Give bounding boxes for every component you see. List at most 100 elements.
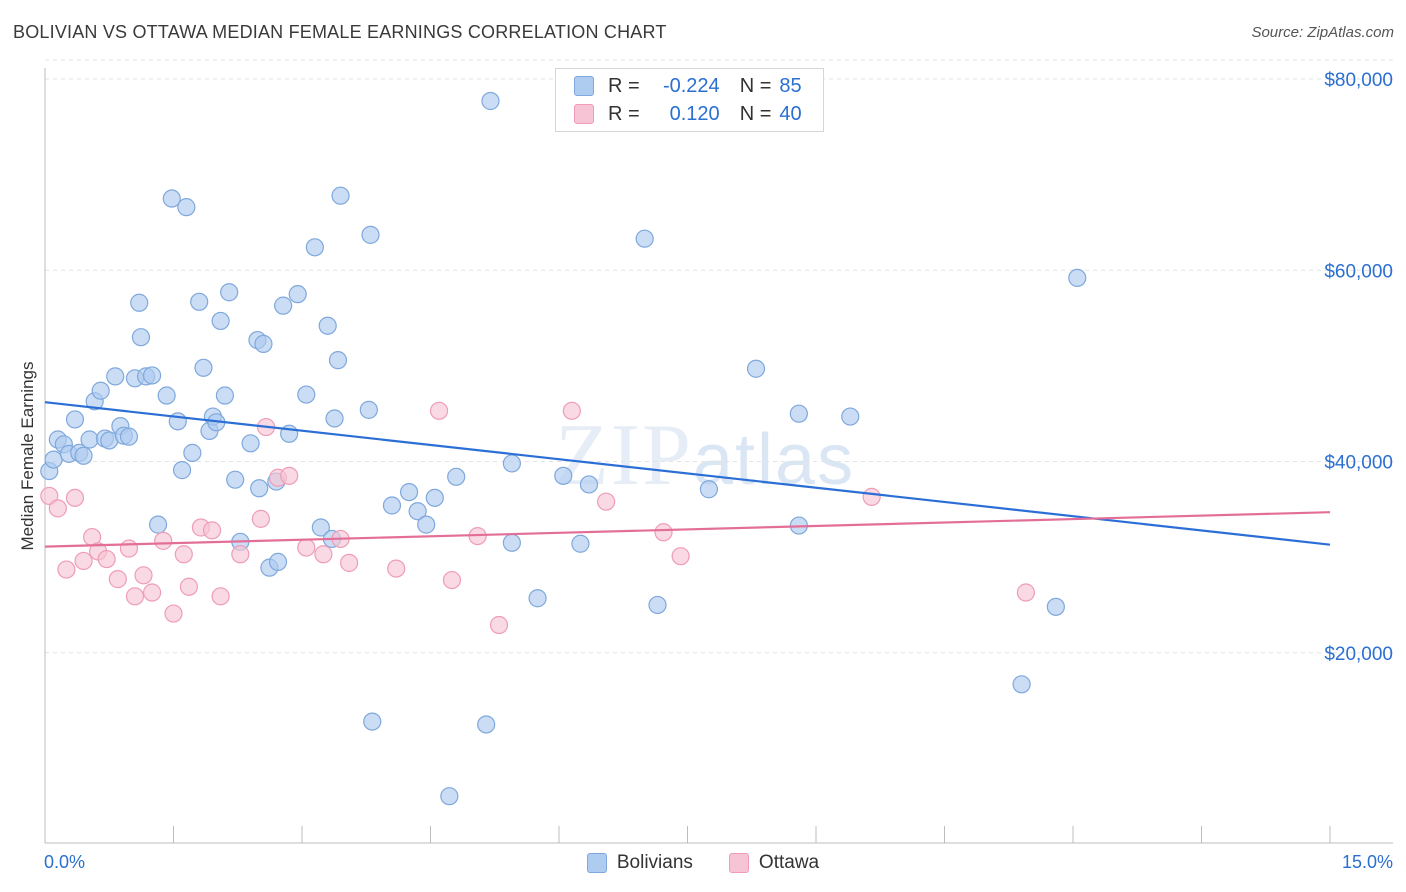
legend-n-value: 85 bbox=[779, 74, 802, 97]
point-bolivians bbox=[211, 311, 230, 331]
y-tick-label: $80,000 bbox=[1324, 70, 1393, 91]
point-bolivians bbox=[142, 366, 162, 385]
point-bolivians bbox=[241, 434, 260, 453]
point-bolivians bbox=[131, 328, 151, 347]
y-tick-label: $20,000 bbox=[1324, 644, 1393, 665]
point-bolivians bbox=[91, 381, 110, 400]
point-ottawa bbox=[74, 551, 93, 571]
point-bolivians bbox=[789, 404, 808, 423]
point-bolivians bbox=[130, 293, 149, 312]
point-bolivians bbox=[1012, 675, 1031, 694]
point-bolivians bbox=[268, 552, 288, 572]
point-bolivians bbox=[554, 466, 573, 485]
point-bolivians bbox=[215, 386, 234, 405]
point-ottawa bbox=[174, 545, 193, 564]
point-bolivians bbox=[74, 446, 93, 465]
point-bolivians bbox=[226, 470, 245, 489]
legend-n-label: N = bbox=[739, 102, 772, 125]
series-legend: Bolivians Ottawa bbox=[0, 852, 1406, 874]
point-ottawa bbox=[671, 547, 690, 566]
point-bolivians bbox=[635, 229, 654, 248]
point-bolivians bbox=[571, 534, 590, 553]
point-bolivians bbox=[177, 198, 196, 217]
point-bolivians bbox=[699, 480, 719, 499]
point-ottawa bbox=[134, 566, 153, 585]
point-ottawa bbox=[179, 577, 199, 596]
point-ottawa bbox=[280, 466, 299, 485]
legend-label-ottawa: Ottawa bbox=[758, 852, 820, 873]
point-bolivians bbox=[44, 450, 63, 469]
point-bolivians bbox=[447, 467, 466, 486]
point-bolivians bbox=[417, 515, 436, 534]
point-bolivians bbox=[579, 475, 599, 494]
point-bolivians bbox=[502, 454, 521, 473]
point-bolivians bbox=[746, 359, 766, 378]
chart-title: BOLIVIAN VS OTTAWA MEDIAN FEMALE EARNING… bbox=[13, 22, 667, 42]
point-bolivians bbox=[502, 533, 521, 552]
point-bolivians bbox=[1046, 597, 1065, 616]
source-credit: Source: ZipAtlas.com bbox=[1251, 24, 1394, 41]
point-ottawa bbox=[125, 587, 145, 606]
point-ottawa bbox=[97, 549, 116, 569]
point-bolivians bbox=[194, 358, 213, 377]
legend-swatch-blue bbox=[574, 76, 594, 96]
point-ottawa bbox=[154, 531, 173, 550]
point-bolivians bbox=[331, 186, 350, 205]
point-bolivians bbox=[1068, 268, 1087, 287]
point-bolivians bbox=[80, 430, 99, 449]
point-bolivians bbox=[297, 385, 316, 404]
point-ottawa bbox=[48, 499, 67, 518]
point-bolivians bbox=[305, 238, 324, 257]
point-bolivians bbox=[425, 488, 444, 507]
point-ottawa bbox=[654, 523, 673, 542]
point-bolivians bbox=[172, 461, 192, 480]
y-tick-label: $40,000 bbox=[1324, 453, 1393, 474]
point-bolivians bbox=[481, 91, 500, 111]
legend-swatch-blue bbox=[586, 853, 607, 873]
point-ottawa bbox=[387, 559, 406, 578]
x-tick-label-min: 0.0% bbox=[44, 852, 86, 872]
point-ottawa bbox=[597, 492, 616, 511]
point-ottawa bbox=[489, 615, 509, 635]
point-bolivians bbox=[528, 589, 547, 608]
point-bolivians bbox=[477, 715, 496, 734]
point-bolivians bbox=[440, 787, 459, 806]
point-bolivians bbox=[106, 367, 125, 386]
y-axis-label: Median Female Earnings bbox=[18, 361, 37, 551]
legend-swatch-pink bbox=[728, 853, 749, 873]
point-ottawa bbox=[231, 545, 250, 564]
point-bolivians bbox=[841, 407, 860, 426]
legend-row-ottawa: R = 0.120 N = 40 bbox=[574, 102, 802, 126]
x-tick-label-max: 15.0% bbox=[1341, 852, 1393, 872]
point-bolivians bbox=[408, 502, 427, 521]
point-ottawa bbox=[297, 538, 316, 557]
point-bolivians bbox=[328, 351, 348, 370]
point-ottawa bbox=[40, 486, 59, 506]
legend-n-label: N = bbox=[739, 74, 772, 97]
point-ottawa bbox=[211, 587, 230, 606]
point-bolivians bbox=[648, 595, 667, 615]
legend-label-bolivians: Bolivians bbox=[616, 852, 693, 873]
point-bolivians bbox=[119, 427, 139, 446]
trendline-ottawa bbox=[44, 511, 1331, 548]
point-bolivians bbox=[399, 483, 419, 502]
point-bolivians bbox=[65, 410, 85, 429]
point-ottawa bbox=[562, 401, 581, 420]
legend-r-value: 0.120 bbox=[669, 102, 720, 125]
point-ottawa bbox=[442, 570, 462, 590]
legend-r-label: R = bbox=[608, 102, 640, 125]
point-ottawa bbox=[340, 553, 359, 572]
point-ottawa bbox=[1016, 583, 1035, 602]
legend-item-bolivians[interactable]: Bolivians bbox=[586, 852, 693, 874]
point-bolivians bbox=[183, 443, 202, 462]
y-tick-label: $60,000 bbox=[1324, 261, 1393, 282]
trendline-bolivians bbox=[44, 401, 1331, 546]
legend-swatch-pink bbox=[574, 104, 594, 124]
point-ottawa bbox=[202, 521, 222, 540]
legend-item-ottawa[interactable]: Ottawa bbox=[728, 852, 820, 874]
point-bolivians bbox=[274, 296, 293, 315]
legend-r-value: -0.224 bbox=[662, 74, 720, 97]
point-ottawa bbox=[314, 545, 333, 564]
point-ottawa bbox=[164, 604, 183, 623]
